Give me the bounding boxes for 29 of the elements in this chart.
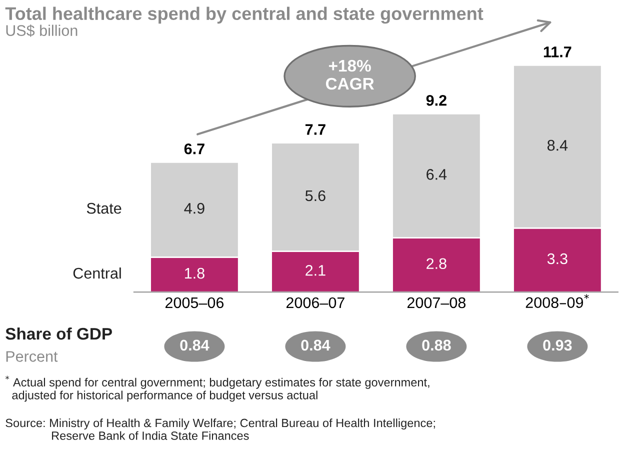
data-label: 6.4 [426,169,447,180]
total-label: 7.7 [305,124,326,135]
data-label: 0.88 [422,340,451,351]
series-label: State [86,202,122,214]
data-label: 0.93 [543,340,572,351]
chart-subtitle: US$ billion [6,24,78,37]
series-label: Central [73,267,121,279]
chart-title: Total healthcare spend by central and state government [5,6,484,24]
total-label: 6.7 [184,143,204,154]
data-label: 0.84 [301,340,330,351]
data-label: 3.3 [547,253,568,264]
text: Share of GDP [6,327,112,340]
data-label: 5.6 [305,190,326,202]
data-label: 0.84 [180,340,210,351]
x-tick-label: 2008–09$^{*}$ [526,294,589,308]
data-label: 2.1 [306,264,326,276]
data-label: 1.8 [185,268,204,279]
text: $^{*}$ Actual spend for central government; budgetary estimates for state government, adjusted for historical performance of budget versus actual [5,376,430,402]
x-tick-label: 2006–07 [286,297,344,308]
data-label: 8.4 [547,140,568,151]
annotation: +18% CAGR [326,60,374,90]
total-label: 9.2 [426,94,446,106]
x-tick-label: 2007–08 [407,297,466,308]
x-tick-label: 2005–06 [165,297,224,308]
data-label: 4.9 [184,202,204,214]
data-label: 2.8 [426,258,446,270]
text: Percent [6,351,58,362]
total-label: 11.7 [544,46,572,58]
source-note: Source: Ministry of Health & Family Welfare; Central Bureau of Health Intelligence; Reserve Bank of India State Finances [6,418,435,440]
